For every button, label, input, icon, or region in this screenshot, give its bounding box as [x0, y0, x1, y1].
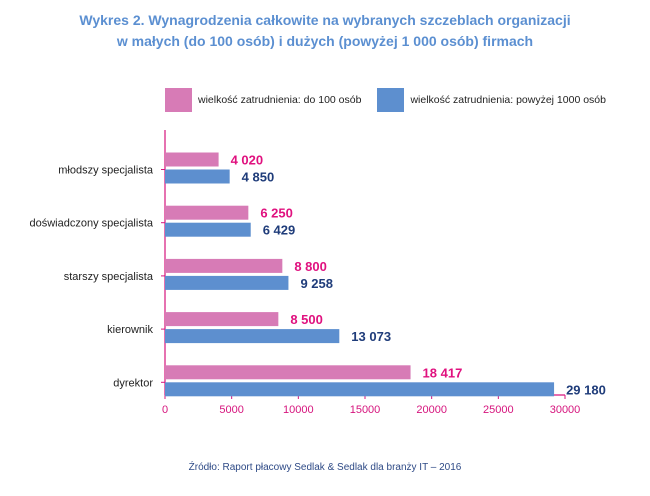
x-tick-label: 5000	[219, 404, 243, 416]
x-tick-label: 10000	[283, 404, 314, 416]
bar-small-company	[165, 152, 219, 167]
data-label-large: 4 850	[242, 170, 275, 185]
data-label-small: 4 020	[231, 153, 264, 168]
chart-title-line-2: w małych (do 100 osób) i dużych (powyżej…	[116, 33, 534, 49]
legend-swatch-large	[377, 88, 405, 112]
chart-title: Wykres 2. Wynagrodzenia całkowite na wyb…	[0, 10, 650, 52]
data-label-large: 13 073	[351, 329, 391, 344]
chart-legend: wielkość zatrudnienia: do 100 osób wielk…	[165, 88, 622, 112]
legend-label-small: wielkość zatrudnienia: do 100 osób	[198, 94, 362, 106]
bar-large-company	[165, 275, 289, 290]
x-tick-label: 15000	[350, 404, 381, 416]
data-label-large: 29 180	[566, 382, 606, 397]
bar-large-company	[165, 169, 230, 184]
legend-label-large: wielkość zatrudnienia: powyżej 1000 osób	[410, 94, 606, 106]
x-tick-label: 20000	[416, 404, 447, 416]
x-tick-label: 0	[162, 404, 168, 416]
source-note: Źródło: Raport płacowy Sedlak & Sedlak d…	[188, 462, 462, 473]
data-label-small: 6 250	[260, 206, 293, 221]
data-label-small: 8 500	[290, 312, 323, 327]
category-label: doświadczony specjalista	[29, 218, 153, 230]
legend-item-small: wielkość zatrudnienia: do 100 osób	[165, 88, 361, 112]
bar-large-company	[165, 382, 555, 397]
data-label-large: 6 429	[263, 223, 296, 238]
bar-large-company	[165, 222, 251, 237]
category-label: młodszy specjalista	[58, 165, 154, 177]
category-label: starszy specjalista	[64, 271, 154, 283]
bar-small-company	[165, 312, 279, 327]
legend-item-large: wielkość zatrudnienia: powyżej 1000 osób	[377, 88, 606, 112]
bar-small-company	[165, 205, 249, 220]
x-tick-label: 25000	[483, 404, 514, 416]
chart-title-line-1: Wykres 2. Wynagrodzenia całkowite na wyb…	[79, 12, 571, 28]
data-label-small: 18 417	[423, 365, 463, 380]
x-tick-label: 30000	[550, 404, 581, 416]
bar-small-company	[165, 365, 411, 380]
bar-large-company	[165, 329, 340, 344]
category-label: dyrektor	[113, 377, 153, 389]
data-label-large: 9 258	[300, 276, 333, 291]
data-label-small: 8 800	[294, 259, 327, 274]
bar-small-company	[165, 258, 283, 273]
legend-swatch-small	[165, 88, 192, 112]
category-label: kierownik	[107, 324, 153, 336]
